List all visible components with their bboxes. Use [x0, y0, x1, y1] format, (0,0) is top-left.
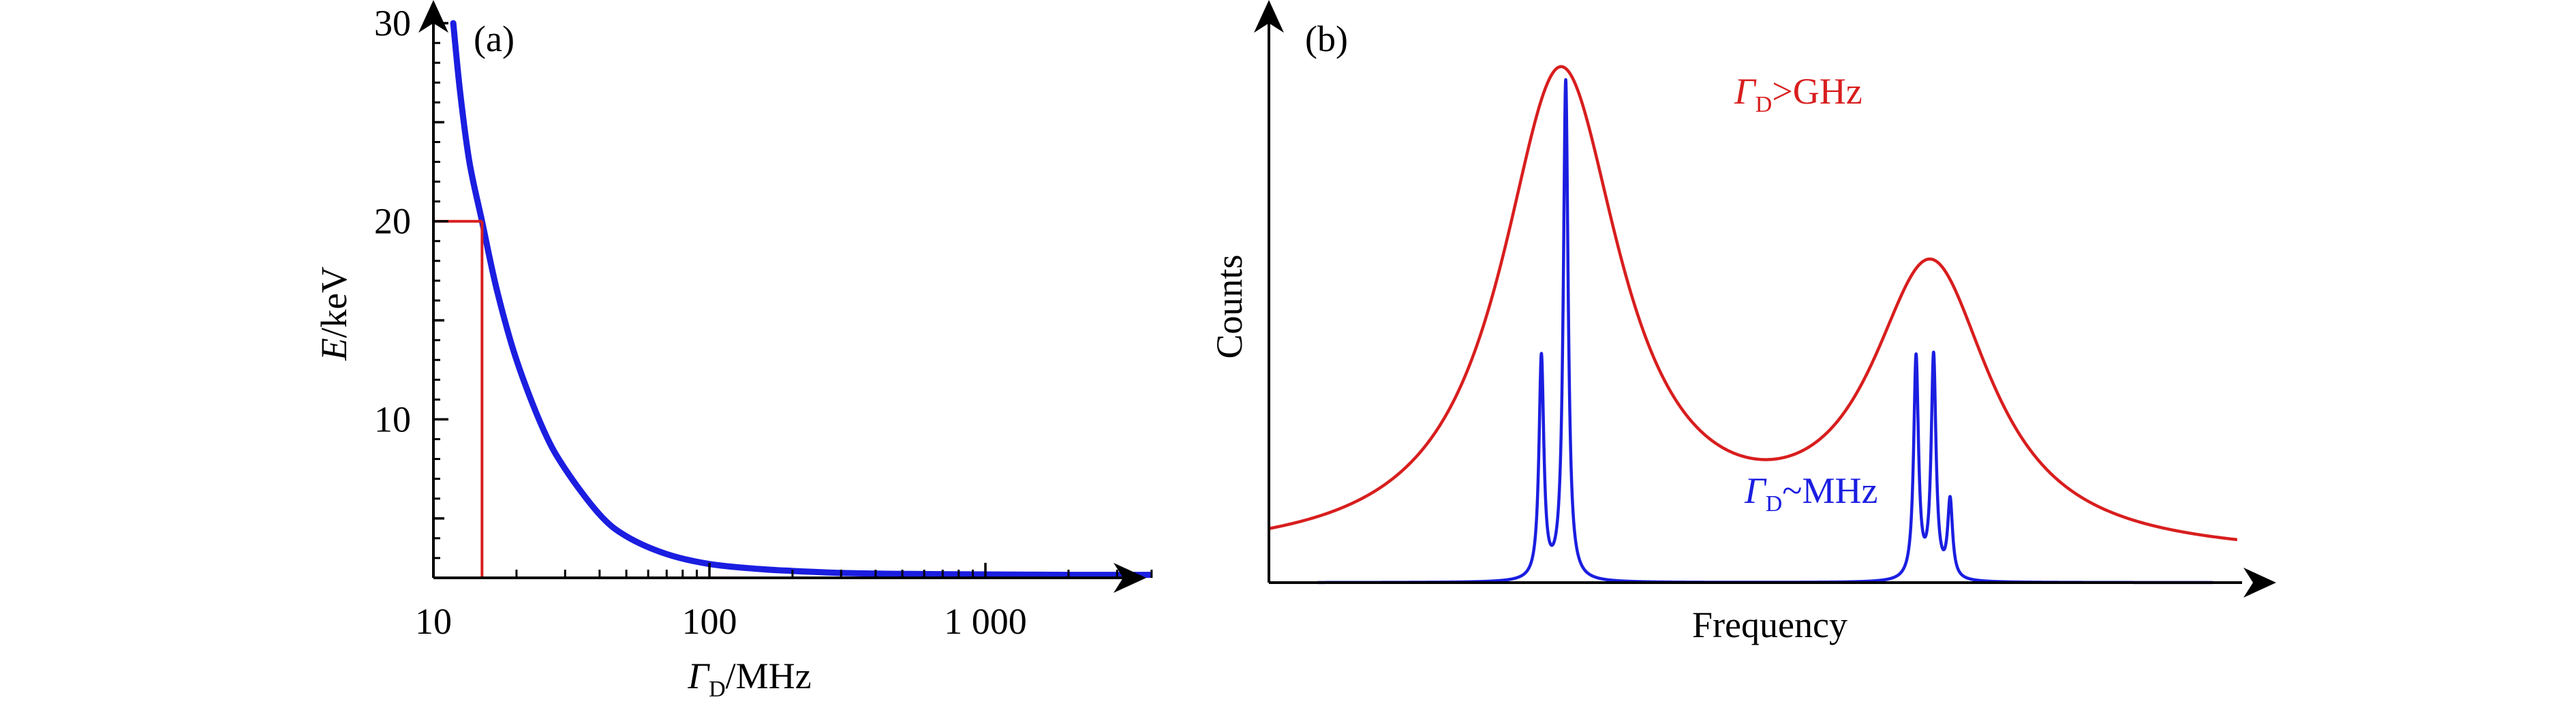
- panel-a-energy-curve: [450, 20, 1152, 578]
- panel-a: 10 100 1 000 10 20 30 (a) ΓD/MHz E/keV: [313, 0, 1153, 702]
- panel-b-x-axis-label: Frequency: [1692, 604, 1847, 645]
- panel-b-y-axis-label: Counts: [1209, 254, 1250, 358]
- panel-b: (b) ΓD>GHz ΓD~MHz Frequency Counts: [1209, 0, 2276, 645]
- panel-b-broad-spectrum-line: [1269, 65, 2238, 542]
- panel-a-x-axis-arrowhead: [1114, 563, 1146, 593]
- panel-a-y-tick-label: 20: [374, 201, 411, 242]
- panel-a-label: (a): [474, 18, 515, 59]
- panel-a-minor-ticks: [433, 42, 1153, 578]
- panel-b-narrow-series-label: ΓD~MHz: [1744, 470, 1877, 517]
- panel-a-y-axis-label: E/keV: [313, 266, 354, 361]
- panel-a-y-tick-label: 10: [374, 399, 411, 440]
- panel-a-x-tick-label: 1 000: [944, 601, 1027, 642]
- panel-a-y-axis-arrowhead: [418, 0, 448, 33]
- panel-b-x-axis-arrowhead: [2243, 568, 2276, 598]
- panel-b-y-axis-arrowhead: [1254, 0, 1284, 33]
- panel-a-x-tick-label: 100: [682, 601, 737, 642]
- panel-a-major-ticks: [432, 22, 987, 578]
- panel-a-x-tick-label: 10: [415, 601, 452, 642]
- panel-a-x-axis-label: ΓD/MHz: [687, 656, 811, 702]
- panel-b-label: (b): [1305, 18, 1348, 59]
- panel-b-broad-series-label: ΓD>GHz: [1734, 71, 1862, 117]
- panel-a-tick-labels: 10 100 1 000 10 20 30: [374, 3, 1027, 642]
- panel-a-y-tick-label: 30: [374, 3, 411, 44]
